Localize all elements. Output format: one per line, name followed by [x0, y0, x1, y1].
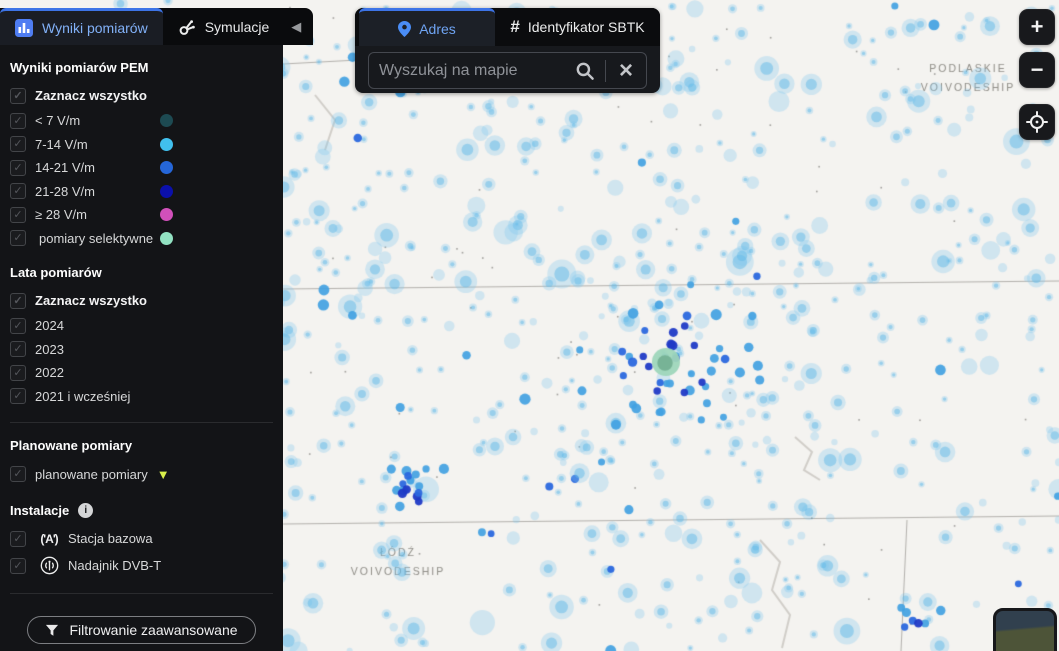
year-label: 2021 i wcześniej: [35, 388, 131, 404]
section-title-planned: Planowane pomiary: [10, 438, 133, 453]
search-tabbar: Adres # Identyfikator SBTK: [355, 8, 660, 46]
checkbox[interactable]: ✓: [10, 112, 26, 129]
year-label: 2024: [35, 318, 64, 334]
section-title-installations: Instalacje i: [10, 503, 273, 518]
tab-label: Wyniki pomiarów: [42, 20, 148, 36]
year-label: 2022: [35, 365, 64, 381]
legend-color-dot: [160, 184, 173, 198]
divider: [605, 59, 606, 82]
pem-filter-row: ✓ 14-21 V/m: [0, 156, 283, 180]
installation-label: Stacja bazowa: [68, 531, 153, 546]
select-all-label: Zaznacz wszystko: [35, 293, 147, 308]
checkbox[interactable]: ✓: [10, 364, 26, 381]
checkbox[interactable]: ✓: [10, 183, 26, 200]
year-filter-row: ✓ 2023: [0, 338, 283, 362]
zoom-out-button[interactable]: −: [1019, 52, 1055, 88]
checkbox[interactable]: ✓: [10, 159, 26, 176]
pem-filter-row: ✓ ≥ 28 V/m: [0, 203, 283, 227]
legend-color-dot: [160, 137, 173, 151]
tab-label: Symulacje: [204, 18, 270, 35]
advanced-filter-button[interactable]: Filtrowanie zaawansowane: [27, 616, 256, 644]
panel-tabbar: Wyniki pomiarów Symulacje ◀: [0, 8, 313, 45]
checkbox[interactable]: ✓: [10, 341, 26, 358]
chevron-left-icon: ◀: [291, 18, 302, 34]
simulation-icon: [178, 18, 196, 36]
installations-title-text: Instalacje: [10, 503, 70, 518]
zoom-in-button[interactable]: +: [1019, 9, 1055, 45]
checkbox[interactable]: ✓: [10, 87, 26, 104]
pem-filter-row: ✓ 21-28 V/m: [0, 180, 283, 204]
checkbox[interactable]: ✓: [10, 317, 26, 334]
divider: [10, 593, 273, 594]
clear-search-button[interactable]: ×: [606, 58, 646, 84]
installation-row: ✓ ('A') Stacja bazowa: [0, 525, 283, 552]
pem-range-label: ≥ 28 V/m: [35, 207, 87, 223]
planned-triangle-icon: ▼: [156, 466, 170, 482]
checkbox[interactable]: ✓: [10, 530, 26, 547]
select-all-label: Zaznacz wszystko: [35, 88, 147, 103]
legend-color-dot: [160, 114, 173, 128]
tab-label: Adres: [419, 20, 456, 37]
checkbox[interactable]: ✓: [10, 230, 26, 247]
tab-adres[interactable]: Adres: [359, 8, 495, 46]
divider: [10, 422, 273, 423]
info-icon[interactable]: i: [78, 503, 94, 518]
collapse-sidebar-button[interactable]: ◀: [284, 8, 308, 45]
checkbox[interactable]: ✓: [10, 466, 26, 482]
search-input[interactable]: [369, 61, 565, 80]
planned-label: planowane pomiary: [35, 466, 148, 482]
tab-wyniki-pomiarow[interactable]: Wyniki pomiarów: [0, 8, 163, 45]
legend-color-dot: [160, 161, 173, 175]
legend-color-dot: [160, 208, 173, 222]
years-select-all-row: ✓ Zaznacz wszystko: [0, 287, 283, 314]
year-label: 2023: [35, 341, 64, 357]
pem-range-label: 14-21 V/m: [35, 160, 95, 176]
location-pin-icon: [398, 20, 412, 37]
pem-range-label: 7-14 V/m: [35, 136, 88, 152]
advanced-filter-label: Filtrowanie zaawansowane: [69, 622, 238, 638]
checkbox[interactable]: ✓: [10, 388, 26, 405]
year-filter-row: ✓ 2022: [0, 361, 283, 385]
hash-icon: #: [510, 17, 520, 36]
checkbox[interactable]: ✓: [10, 557, 26, 574]
section-title-pem: Wyniki pomiarów PEM: [10, 60, 149, 75]
legend-color-dot: [160, 231, 173, 245]
close-icon: ×: [618, 56, 633, 84]
checkbox[interactable]: ✓: [10, 292, 26, 309]
base-station-icon: ('A'): [40, 531, 58, 546]
search-field: ×: [368, 52, 647, 89]
pem-select-all-row: ✓ Zaznacz wszystko: [0, 82, 283, 109]
checkbox[interactable]: ✓: [10, 206, 26, 223]
installation-row: ✓ Nadajnik DVB-T: [0, 552, 283, 579]
minus-icon: −: [1030, 57, 1044, 82]
locate-button[interactable]: [1019, 104, 1055, 140]
section-title-years: Lata pomiarów: [10, 265, 102, 280]
year-filter-row: ✓ 2024: [0, 314, 283, 338]
dvbt-transmitter-icon: [35, 556, 63, 575]
pem-filter-row: ✓ 7-14 V/m: [0, 133, 283, 157]
tab-label: Identyfikator SBTK: [527, 19, 645, 35]
crosshair-icon: [1026, 111, 1048, 133]
pem-filter-row: ✓ < 7 V/m: [0, 109, 283, 133]
bar-chart-icon: [15, 19, 33, 37]
magnifier-icon: [575, 61, 595, 81]
installation-label: Nadajnik DVB-T: [68, 558, 162, 573]
pem-range-label: < 7 V/m: [35, 113, 81, 129]
search-button[interactable]: [565, 60, 605, 82]
pem-range-label: pomiary selektywne: [39, 230, 154, 246]
overview-map[interactable]: [993, 608, 1057, 651]
pem-range-label: 21-28 V/m: [35, 183, 95, 199]
pem-filter-row: ✓ pomiary selektywne: [0, 227, 283, 251]
year-filter-row: ✓ 2021 i wcześniej: [0, 385, 283, 409]
sidebar: Wyniki pomiarów PEM ✓ Zaznacz wszystko ✓…: [0, 45, 283, 651]
filter-funnel-icon: [45, 624, 59, 637]
tab-symulacje[interactable]: Symulacje: [163, 8, 285, 45]
planned-filter-row: ✓ planowane pomiary ▼: [0, 460, 283, 488]
tab-identyfikator-sbtk[interactable]: # Identyfikator SBTK: [495, 8, 660, 46]
checkbox[interactable]: ✓: [10, 136, 26, 153]
plus-icon: +: [1030, 14, 1044, 39]
search-panel: Adres # Identyfikator SBTK ×: [355, 8, 660, 93]
